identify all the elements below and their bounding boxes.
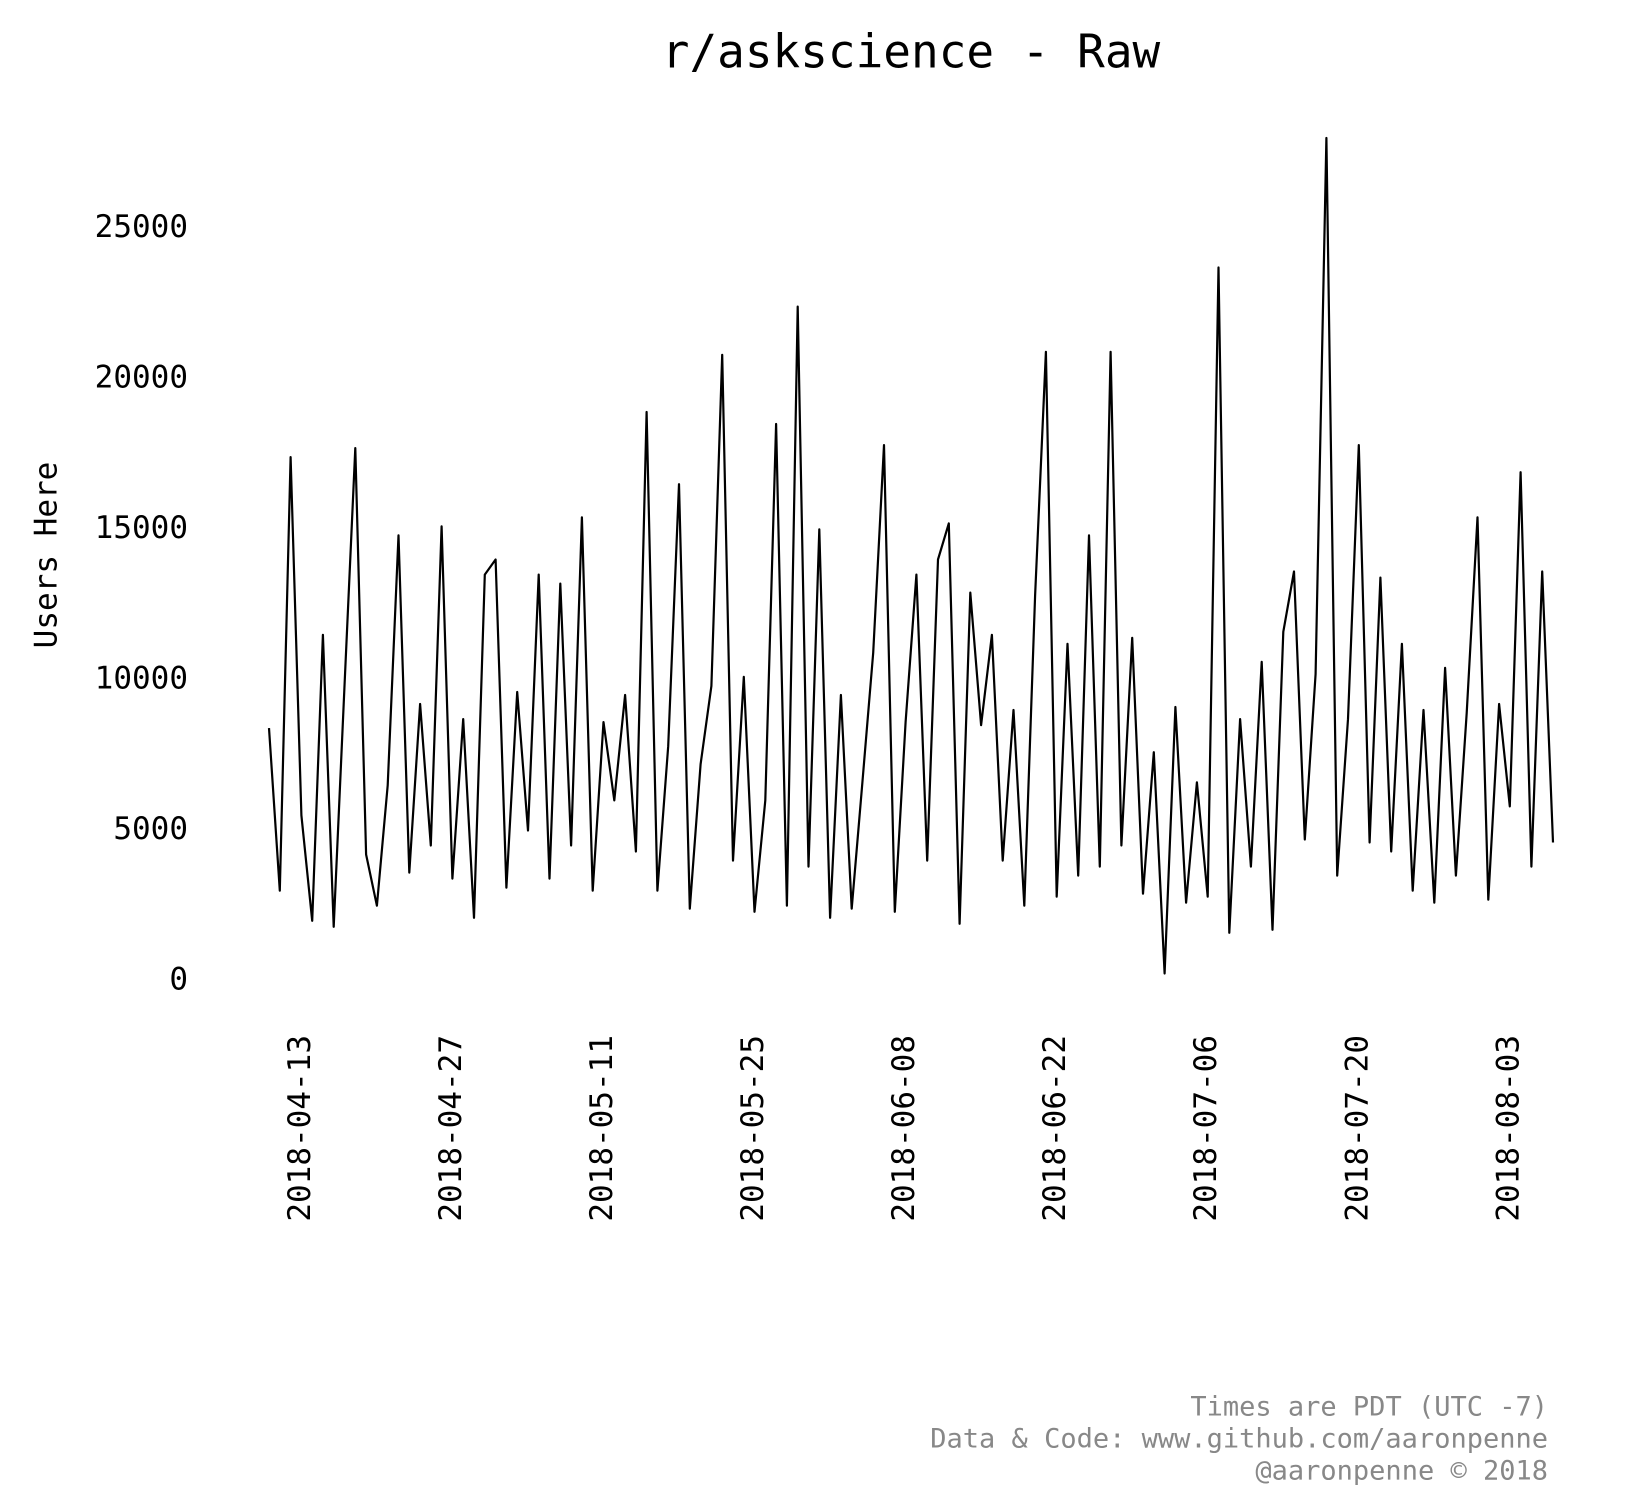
x-tick-label: 2018-07-06 [1188,1035,1224,1222]
y-tick-label: 15000 [95,510,188,546]
y-tick-label: 10000 [95,660,188,696]
x-tick-label: 2018-04-13 [282,1035,318,1222]
footnote: Times are PDT (UTC -7) [1190,1392,1548,1423]
x-tick-label: 2018-06-22 [1037,1035,1073,1222]
y-tick-label: 25000 [95,209,188,245]
y-axis-label: Users Here [29,462,65,649]
y-tick-label: 20000 [95,359,188,395]
y-tick-label: 0 [169,962,188,998]
footnote: Data & Code: www.github.com/aaronpenne [930,1424,1548,1455]
x-tick-label: 2018-06-08 [886,1035,922,1222]
x-tick-label: 2018-05-25 [735,1035,771,1222]
x-tick-label: 2018-04-27 [433,1035,469,1222]
x-tick-label: 2018-07-20 [1339,1035,1375,1222]
footnote: @aaronpenne © 2018 [1255,1456,1548,1487]
chart-title: r/askscience - Raw [662,25,1161,79]
y-tick-label: 5000 [113,811,188,847]
data-line [267,136,1555,975]
x-tick-label: 2018-05-11 [584,1035,620,1222]
x-tick-label: 2018-08-03 [1490,1035,1526,1222]
